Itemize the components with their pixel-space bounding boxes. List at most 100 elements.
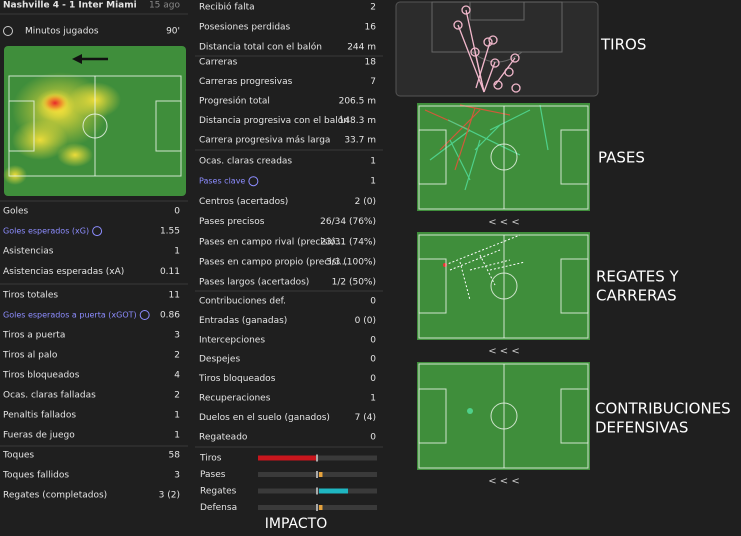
stat-value: 1 xyxy=(174,247,180,257)
stat-value: 7 (4) xyxy=(355,413,376,423)
stat-label: Toques xyxy=(2,451,34,461)
stat-value: 0 xyxy=(370,374,376,384)
stat-value: 3 (2) xyxy=(159,491,180,501)
stat-value: 26/34 (76%) xyxy=(320,217,376,227)
more-button[interactable]: < < < xyxy=(488,346,520,357)
more-button[interactable]: < < < xyxy=(488,217,520,228)
stat-label: Recibió falta xyxy=(199,2,255,13)
stat-label: Recuperaciones xyxy=(199,394,271,404)
impact-center xyxy=(316,471,318,478)
stat-value: 1 xyxy=(174,431,180,441)
stat-label: Toques fallidos xyxy=(2,471,69,481)
match: Nashville 4 - 1 Inter Miami xyxy=(3,1,137,11)
stat-value: 0 xyxy=(174,207,180,217)
stat-label: Carreras xyxy=(199,58,238,68)
stat-label[interactable]: Pases clave xyxy=(199,177,245,186)
stat-value: 244 m xyxy=(347,43,376,53)
stat-value: 3/3 (100%) xyxy=(326,258,376,268)
stat-label: Regates (completados) xyxy=(3,491,107,501)
defense-map xyxy=(417,362,590,470)
panel-title: PASES xyxy=(598,149,645,167)
stat-label: Carrera progresiva más larga xyxy=(199,136,330,146)
stat-label: Duelos en el suelo (ganados) xyxy=(199,413,330,423)
stat-value: 0.86 xyxy=(160,311,180,321)
impact-center xyxy=(316,487,318,495)
stat-value: 18 xyxy=(365,58,377,68)
impact-bar xyxy=(258,455,316,461)
impact-bar xyxy=(319,472,323,477)
stat-value: 2 xyxy=(174,391,180,401)
stat-label: Pases en campo rival (precisió... xyxy=(199,236,344,247)
dribble-map xyxy=(417,232,590,340)
stat-label: Entradas (ganadas) xyxy=(199,316,287,326)
stat-label[interactable]: Goles esperados (xG) xyxy=(3,227,89,236)
stat-value: 0.11 xyxy=(160,267,180,277)
stat-value: 1.55 xyxy=(160,227,180,237)
stat-value: 0 xyxy=(370,432,376,442)
stat-value: 23/31 (74%) xyxy=(320,237,376,247)
stat-value: 3 xyxy=(174,471,180,481)
stat-value: 2 xyxy=(370,3,376,13)
stat-value: 11 xyxy=(169,291,180,301)
stat-label: Ocas. claras creadas xyxy=(199,157,292,167)
impact-center xyxy=(316,454,318,462)
stat-label: Distancia progresiva con el balón xyxy=(199,115,349,126)
panel-title: DEFENSIVAS xyxy=(595,419,688,437)
stat-label: Goles xyxy=(3,207,29,217)
stat-label: Penaltis fallados xyxy=(3,411,76,421)
stat-value: 1 xyxy=(370,177,376,187)
stat-value: 7 xyxy=(370,77,376,87)
stat-label[interactable]: Goles esperados a puerta (xGOT) xyxy=(3,311,137,320)
impact-bar xyxy=(319,488,348,494)
stat-label: Tiros bloqueados xyxy=(198,374,276,384)
stat-label: Tiros bloqueados xyxy=(2,371,80,381)
stat-value: 0 xyxy=(370,335,376,345)
clock-icon xyxy=(3,26,13,36)
stat-value: 148.3 m xyxy=(339,116,376,126)
stat-value: 0 xyxy=(370,297,376,307)
stat-label: Tiros totales xyxy=(2,291,58,301)
stat-label: Intercepciones xyxy=(199,335,265,345)
more-button[interactable]: < < < xyxy=(488,476,520,487)
stat-value: 4 xyxy=(174,371,180,381)
stat-label: Regateado xyxy=(199,432,248,442)
stat-label: Asistencias xyxy=(3,247,54,257)
impact-title: IMPACTO xyxy=(265,516,327,532)
stat-label: Pases en campo propio (precisi... xyxy=(199,258,348,268)
stat-label: Pases precisos xyxy=(199,217,265,227)
info-icon[interactable] xyxy=(92,226,103,237)
info-icon[interactable] xyxy=(248,176,259,187)
info-icon[interactable] xyxy=(139,310,150,320)
stat-value: 1 xyxy=(370,157,376,167)
heatmap xyxy=(3,46,186,196)
pass-map xyxy=(417,103,590,211)
stat-value: 0 (0) xyxy=(355,316,376,326)
panel-title: TIROS xyxy=(600,36,646,54)
stat-value: 2 xyxy=(174,351,180,361)
panel-title: REGATES Y xyxy=(596,268,680,286)
stat-value: 0 xyxy=(370,355,376,365)
impact-label: Regates xyxy=(200,487,237,497)
stat-value: 58 xyxy=(169,451,181,461)
minutes-value: 90' xyxy=(166,27,180,37)
impact-label: Pases xyxy=(200,470,226,480)
stat-value: 1 xyxy=(174,411,180,421)
stat-value: 33.7 m xyxy=(344,136,376,146)
stat-value: 2 (0) xyxy=(355,197,376,207)
stat-value: 3 xyxy=(174,331,180,341)
stat-label: Contribuciones def. xyxy=(199,297,286,307)
stat-value: 1 xyxy=(370,394,376,404)
minutes-label: Minutos jugados xyxy=(25,27,99,37)
stat-label: Asistencias esperadas (xA) xyxy=(3,267,124,277)
stat-label: Posesiones perdidas xyxy=(199,23,291,33)
stat-value: 16 xyxy=(365,23,377,33)
stat-label: Progresión total xyxy=(199,96,270,107)
stat-label: Centros (acertados) xyxy=(199,197,288,207)
impact-label: Defensa xyxy=(200,503,237,513)
stat-label: Carreras progresivas xyxy=(199,77,293,87)
impact-bar xyxy=(319,505,323,510)
stat-label: Tiros al palo xyxy=(2,351,58,361)
stat-label: Despejes xyxy=(199,355,240,365)
shot-map xyxy=(395,1,599,97)
